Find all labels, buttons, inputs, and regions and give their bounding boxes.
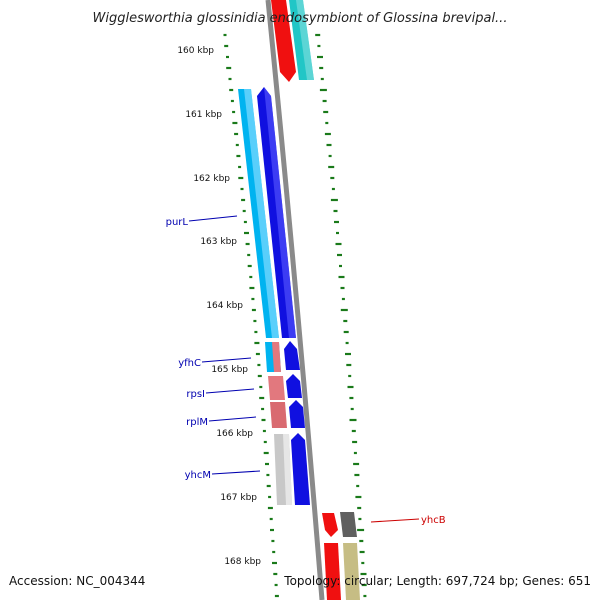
- rplM-orf: [289, 400, 305, 428]
- feature-red-bottom: [324, 543, 341, 600]
- top-features: [271, 0, 314, 82]
- rplM-leader: [208, 416, 257, 422]
- map-title: Wigglesworthia glossinidia endosymbiont …: [93, 11, 508, 26]
- tick-label: 163 kbp: [200, 237, 237, 247]
- yhcM-orf: [291, 433, 310, 505]
- yfhC-orf: [284, 341, 300, 370]
- accession-label: Accession: NC_004344: [9, 574, 146, 588]
- feature-rpsI: [268, 374, 302, 400]
- tick-label: 167 kbp: [220, 493, 257, 503]
- tick-label: 165 kbp: [211, 365, 248, 375]
- feature-purL: [238, 87, 296, 338]
- yhcM-leader: [211, 470, 261, 475]
- gene-label-rpsI: rpsI: [186, 389, 205, 400]
- gene-label-yhcM: yhcM: [185, 470, 211, 481]
- gene-label-yhcB: yhcB: [421, 515, 446, 526]
- feature-olive-bottom: [343, 543, 360, 600]
- tick-label: 168 kbp: [224, 557, 261, 567]
- feature-cyan-top-shade: [296, 0, 314, 80]
- rpsI-orf: [286, 374, 302, 398]
- kbp-ticks: 160 kbp 161 kbp 162 kbp 163 kbp 164 kbp …: [177, 46, 261, 567]
- rpsI-cog: [268, 376, 285, 400]
- tick-label: 161 kbp: [185, 110, 222, 120]
- yfhC-leader: [201, 357, 252, 363]
- genome-backbone: [265, 0, 325, 600]
- gene-label-rplM: rplM: [186, 417, 208, 428]
- purL-cog-highlight: [244, 89, 279, 338]
- gene-labels: purL yfhC rpsI rplM yhcM yhcB: [166, 215, 446, 526]
- feature-yhcM: [274, 433, 310, 505]
- feature-rplM: [270, 400, 305, 428]
- tick-label: 162 kbp: [193, 174, 230, 184]
- feature-red-top: [271, 0, 296, 82]
- gene-label-yfhC: yfhC: [178, 358, 201, 369]
- yhcB-orf: [322, 513, 338, 537]
- yfhC-cog-rev: [272, 342, 281, 372]
- rplM-cog: [270, 402, 287, 428]
- gene-label-purL: purL: [166, 217, 189, 228]
- tick-label: 166 kbp: [216, 429, 253, 439]
- feature-yfhC: [265, 341, 300, 372]
- tick-label: 160 kbp: [177, 46, 214, 56]
- purL-leader: [188, 215, 238, 222]
- feature-yhcB: [322, 512, 360, 600]
- gc-skew-ticks: [223, 33, 367, 598]
- tick-label: 164 kbp: [206, 301, 243, 311]
- yhcB-leader: [370, 518, 420, 523]
- yhcM-cog-shade: [283, 434, 292, 505]
- rpsI-leader: [205, 388, 255, 394]
- yhcB-cog: [340, 512, 357, 537]
- purL-orf-highlight: [264, 87, 296, 338]
- topology-summary: Topology: circular; Length: 697,724 bp; …: [284, 574, 591, 588]
